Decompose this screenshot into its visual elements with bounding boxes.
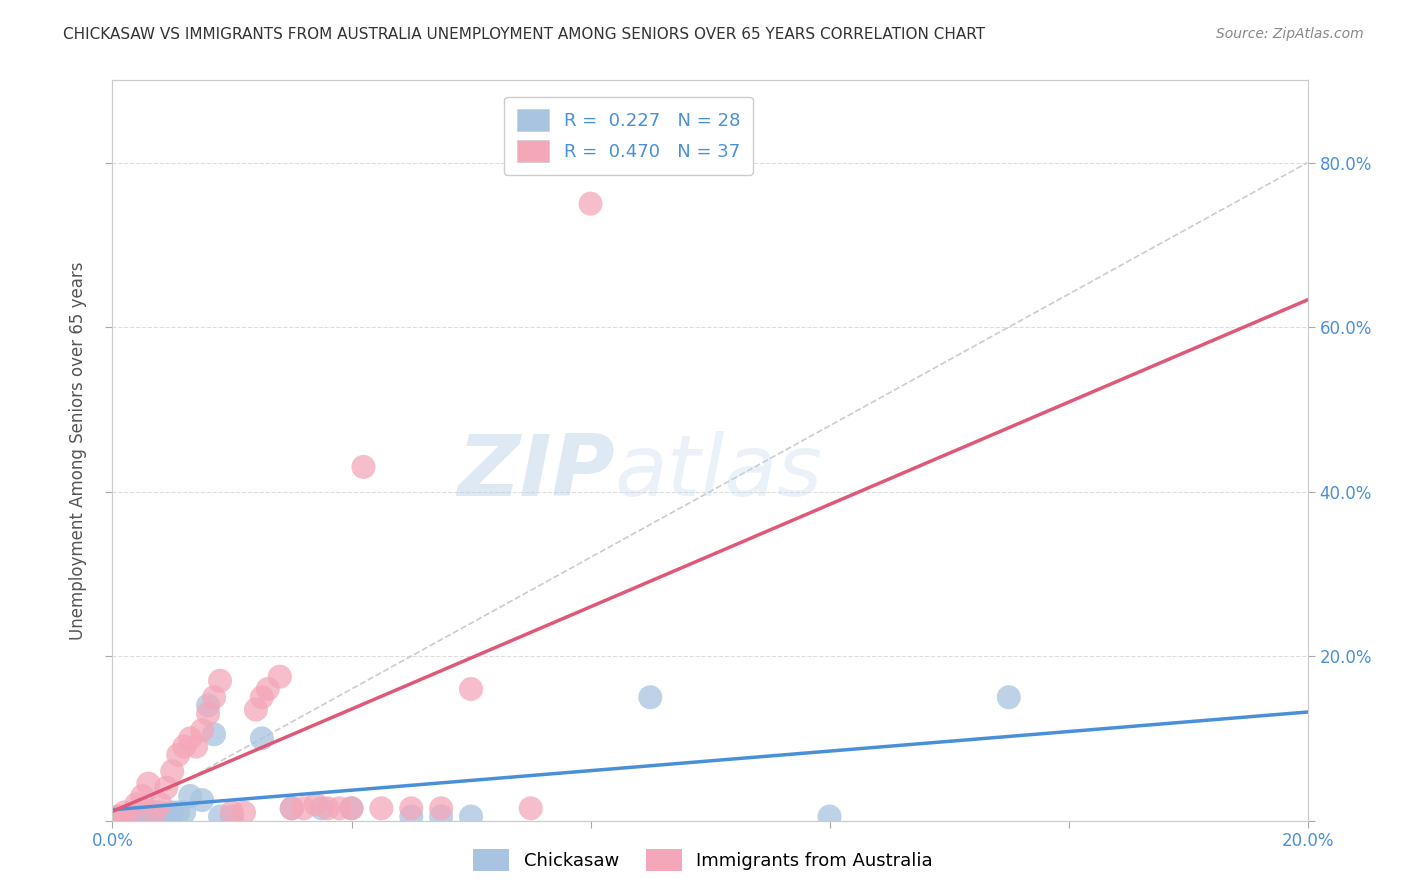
Point: [269, 670, 291, 684]
Legend: Chickasaw, Immigrants from Australia: Chickasaw, Immigrants from Australia: [465, 842, 941, 879]
Text: ZIP: ZIP: [457, 431, 614, 514]
Point: [191, 723, 214, 738]
Point: [179, 789, 201, 803]
Point: [167, 805, 190, 820]
Point: [186, 739, 208, 754]
Point: [149, 805, 172, 820]
Point: [640, 690, 662, 705]
Point: [191, 793, 214, 807]
Point: [143, 805, 166, 820]
Point: [107, 809, 129, 823]
Point: [329, 801, 352, 815]
Point: [316, 801, 339, 815]
Point: [202, 690, 225, 705]
Text: CHICKASAW VS IMMIGRANTS FROM AUSTRALIA UNEMPLOYMENT AMONG SENIORS OVER 65 YEARS : CHICKASAW VS IMMIGRANTS FROM AUSTRALIA U…: [63, 27, 986, 42]
Point: [221, 805, 243, 820]
Point: [430, 801, 453, 815]
Point: [209, 809, 232, 823]
Point: [233, 805, 256, 820]
Point: [162, 764, 183, 779]
Point: [257, 681, 280, 696]
Point: [250, 731, 273, 746]
Point: [281, 801, 304, 815]
Point: [520, 801, 543, 815]
Point: [138, 809, 160, 823]
Point: [120, 809, 142, 823]
Point: [401, 801, 423, 815]
Point: [125, 797, 148, 812]
Point: [460, 681, 482, 696]
Point: [305, 797, 328, 812]
Point: [818, 809, 841, 823]
Point: [149, 797, 172, 812]
Point: [245, 703, 267, 717]
Point: [197, 698, 219, 713]
Point: [281, 801, 304, 815]
Point: [460, 809, 482, 823]
Point: [221, 809, 243, 823]
Point: [209, 673, 232, 688]
Point: [120, 809, 142, 823]
Point: [579, 196, 602, 211]
Point: [179, 731, 201, 746]
Legend: R =  0.227   N = 28, R =  0.470   N = 37: R = 0.227 N = 28, R = 0.470 N = 37: [503, 96, 752, 175]
Point: [114, 809, 135, 823]
Point: [340, 801, 363, 815]
Point: [311, 801, 333, 815]
Y-axis label: Unemployment Among Seniors over 65 years: Unemployment Among Seniors over 65 years: [69, 261, 87, 640]
Point: [138, 776, 160, 791]
Point: [173, 739, 195, 754]
Point: [155, 809, 177, 823]
Point: [998, 690, 1021, 705]
Point: [125, 805, 148, 820]
Point: [401, 809, 423, 823]
Point: [131, 809, 153, 823]
Point: [167, 747, 190, 762]
Point: [173, 805, 195, 820]
Point: [292, 801, 315, 815]
Point: [197, 706, 219, 721]
Point: [114, 805, 135, 820]
Point: [250, 690, 273, 705]
Point: [131, 789, 153, 803]
Point: [353, 459, 375, 474]
Point: [143, 805, 166, 820]
Point: [340, 801, 363, 815]
Point: [107, 809, 129, 823]
Point: [202, 727, 225, 741]
Text: Source: ZipAtlas.com: Source: ZipAtlas.com: [1216, 27, 1364, 41]
Point: [162, 805, 183, 820]
Point: [155, 780, 177, 795]
Text: atlas: atlas: [614, 431, 823, 514]
Point: [370, 801, 392, 815]
Point: [430, 809, 453, 823]
